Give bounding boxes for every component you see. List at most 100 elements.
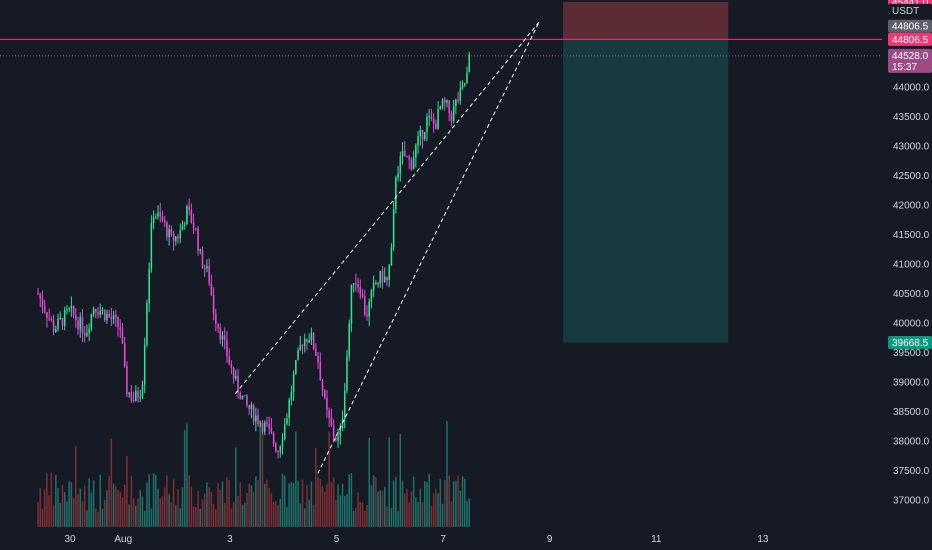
candle-body[interactable] xyxy=(410,159,413,170)
candle-body[interactable] xyxy=(435,123,437,130)
candle-body[interactable] xyxy=(115,315,117,318)
candle-body[interactable] xyxy=(423,132,426,140)
candle-body[interactable] xyxy=(257,415,259,425)
candle-body[interactable] xyxy=(57,318,59,330)
candle-body[interactable] xyxy=(119,326,122,331)
candle-body[interactable] xyxy=(37,293,39,295)
candle-body[interactable] xyxy=(106,313,108,321)
candle-body[interactable] xyxy=(92,308,95,315)
candle-body[interactable] xyxy=(215,313,217,324)
candle-body[interactable] xyxy=(466,72,468,84)
candle-body[interactable] xyxy=(223,335,226,340)
candle-body[interactable] xyxy=(77,320,79,330)
candle-body[interactable] xyxy=(161,216,164,221)
candle-body[interactable] xyxy=(195,228,197,230)
candle-body[interactable] xyxy=(75,314,77,321)
candle-body[interactable] xyxy=(457,99,459,101)
candle-body[interactable] xyxy=(172,234,175,241)
candle-body[interactable] xyxy=(41,298,44,307)
position-zones[interactable] xyxy=(563,1,729,343)
candle-body[interactable] xyxy=(137,390,139,398)
candle-body[interactable] xyxy=(130,392,133,400)
candle-body[interactable] xyxy=(301,345,304,347)
candle-body[interactable] xyxy=(163,220,166,223)
candle-body[interactable] xyxy=(386,276,388,280)
candle-body[interactable] xyxy=(363,296,366,315)
candle-body[interactable] xyxy=(321,380,324,391)
candle-body[interactable] xyxy=(403,151,406,157)
candle-body[interactable] xyxy=(255,415,257,422)
candle-body[interactable] xyxy=(323,390,326,398)
candle-body[interactable] xyxy=(268,424,270,428)
candle-body[interactable] xyxy=(70,305,73,309)
candle-body[interactable] xyxy=(135,390,137,401)
candle-body[interactable] xyxy=(108,313,110,317)
candle-body[interactable] xyxy=(372,282,375,291)
candle-body[interactable] xyxy=(39,293,42,299)
candle-body[interactable] xyxy=(295,359,297,375)
candle-body[interactable] xyxy=(221,335,224,340)
candle-body[interactable] xyxy=(103,309,106,321)
candle-body[interactable] xyxy=(68,308,70,310)
candle-body[interactable] xyxy=(212,295,215,314)
candle-body[interactable] xyxy=(148,268,150,304)
candle-body[interactable] xyxy=(288,399,290,419)
candle-body[interactable] xyxy=(197,228,199,251)
candle-body[interactable] xyxy=(375,282,377,285)
candle-body[interactable] xyxy=(319,362,322,381)
candle-body[interactable] xyxy=(250,404,253,410)
stop-loss-zone[interactable] xyxy=(563,1,729,40)
candle-body[interactable] xyxy=(275,443,277,452)
candle-body[interactable] xyxy=(232,367,235,379)
candle-body[interactable] xyxy=(235,375,237,379)
candle-body[interactable] xyxy=(97,311,99,315)
candle-body[interactable] xyxy=(66,309,68,311)
candle-body[interactable] xyxy=(441,99,444,107)
candle-body[interactable] xyxy=(377,283,379,285)
candle-body[interactable] xyxy=(383,276,386,282)
candle-body[interactable] xyxy=(101,309,104,312)
candle-body[interactable] xyxy=(201,249,204,268)
candle-body[interactable] xyxy=(406,156,408,158)
candle-body[interactable] xyxy=(155,216,157,218)
candle-body[interactable] xyxy=(199,249,202,251)
candle-body[interactable] xyxy=(159,212,162,217)
candle-body[interactable] xyxy=(166,222,168,238)
candle-body[interactable] xyxy=(190,209,193,223)
candle-body[interactable] xyxy=(266,422,268,425)
candle-body[interactable] xyxy=(281,439,284,447)
candle-body[interactable] xyxy=(230,363,233,368)
candle-body[interactable] xyxy=(46,312,48,319)
candle-body[interactable] xyxy=(248,405,250,410)
candle-body[interactable] xyxy=(366,314,368,317)
candle-body[interactable] xyxy=(210,283,213,296)
candle-body[interactable] xyxy=(170,229,173,235)
candle-body[interactable] xyxy=(430,116,433,119)
candle-body[interactable] xyxy=(263,422,266,432)
candle-body[interactable] xyxy=(168,229,170,238)
candle-body[interactable] xyxy=(312,333,315,350)
trendlines[interactable] xyxy=(234,21,540,474)
candle-body[interactable] xyxy=(83,333,86,336)
candle-body[interactable] xyxy=(355,283,357,285)
candle-body[interactable] xyxy=(141,384,144,398)
candle-body[interactable] xyxy=(175,236,177,241)
candle-body[interactable] xyxy=(179,230,182,239)
candle-body[interactable] xyxy=(252,404,255,422)
candle-body[interactable] xyxy=(337,436,339,441)
candle-body[interactable] xyxy=(117,317,119,327)
candle-body[interactable] xyxy=(448,100,450,113)
candle-body[interactable] xyxy=(139,397,142,399)
price-axis[interactable]: 37000.0 37500.0 38000.0 38500.0 39000.0 39500… xyxy=(893,83,930,507)
candle-body[interactable] xyxy=(330,417,333,426)
candle-body[interactable] xyxy=(343,390,346,420)
candle-body[interactable] xyxy=(52,320,55,333)
candle-body[interactable] xyxy=(192,222,195,229)
candle-body[interactable] xyxy=(217,323,219,329)
candle-body[interactable] xyxy=(450,112,453,122)
candle-body[interactable] xyxy=(132,399,135,401)
time-axis[interactable]: 30 Aug 3 5 7 9 11 13 xyxy=(64,534,768,545)
candle-body[interactable] xyxy=(348,323,350,357)
candle-body[interactable] xyxy=(239,392,242,400)
take-profit-zone[interactable] xyxy=(563,39,729,343)
